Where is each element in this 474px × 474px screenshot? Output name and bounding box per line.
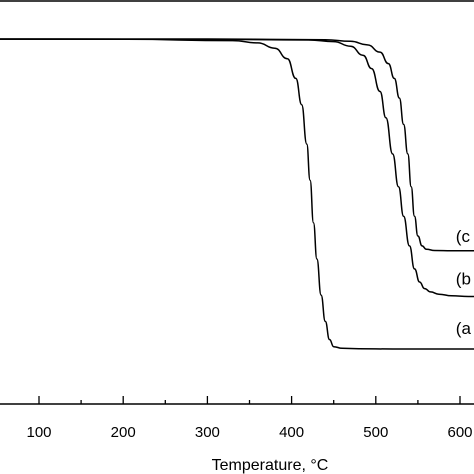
curve-label-a: (a: [456, 319, 472, 338]
curve-labels: (a (b (c: [456, 227, 472, 338]
series-line-c: [0, 38, 474, 252]
x-tick-label: 100: [26, 424, 51, 441]
x-tick-label: 200: [111, 424, 136, 441]
x-axis-ticks: 100 200 300 400 500 600: [26, 396, 473, 441]
curve-label-b: (b: [456, 270, 471, 289]
x-tick-label: 400: [279, 424, 304, 441]
curve-label-c: (c: [456, 227, 471, 246]
x-axis-title: Temperature, °C: [212, 457, 329, 474]
x-tick-label: 600: [447, 424, 472, 441]
curves: [0, 38, 474, 350]
x-tick-label: 300: [195, 424, 220, 441]
series-line-a: [0, 38, 474, 350]
series-line-b: [0, 38, 474, 298]
plot-area: 100 200 300 400 500 600 (a (b (c: [0, 0, 474, 441]
x-tick-label: 500: [363, 424, 388, 441]
